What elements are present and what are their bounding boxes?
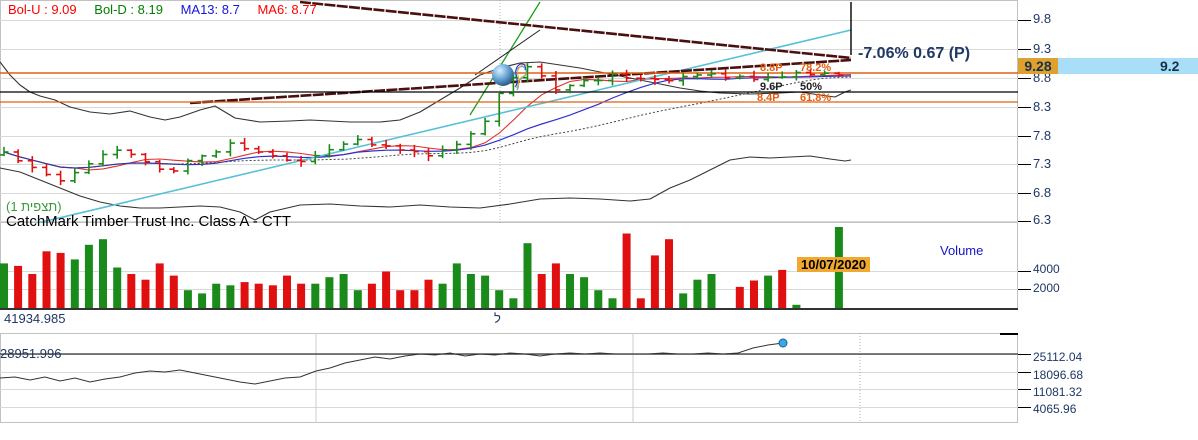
svg-text:-7.06% 0.67 (P): -7.06% 0.67 (P) [858, 45, 970, 62]
svg-text:78.2%: 78.2% [800, 62, 831, 74]
svg-text:61.8%: 61.8% [800, 92, 831, 104]
svg-text:8.8P: 8.8P [760, 62, 783, 74]
svg-text:8.4P: 8.4P [757, 92, 780, 104]
